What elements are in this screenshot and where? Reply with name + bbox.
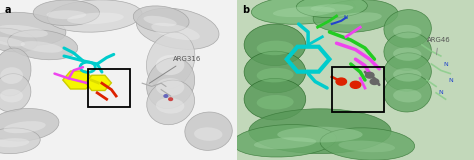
Ellipse shape — [249, 109, 391, 154]
Ellipse shape — [0, 108, 59, 141]
Ellipse shape — [0, 37, 25, 46]
Bar — [88, 69, 130, 107]
Ellipse shape — [244, 51, 306, 93]
Ellipse shape — [4, 121, 46, 133]
Ellipse shape — [194, 127, 222, 141]
Ellipse shape — [257, 95, 293, 110]
Ellipse shape — [133, 6, 189, 32]
Text: N: N — [344, 15, 348, 20]
Ellipse shape — [33, 0, 100, 26]
Ellipse shape — [0, 89, 23, 102]
Text: N: N — [438, 90, 443, 95]
Ellipse shape — [0, 138, 29, 147]
Ellipse shape — [0, 25, 48, 37]
Ellipse shape — [320, 128, 415, 160]
Ellipse shape — [244, 24, 306, 66]
Ellipse shape — [0, 128, 40, 154]
Ellipse shape — [310, 4, 353, 12]
Ellipse shape — [257, 41, 293, 55]
Ellipse shape — [384, 53, 431, 91]
Ellipse shape — [232, 125, 337, 157]
Ellipse shape — [338, 141, 395, 152]
Text: N: N — [443, 61, 448, 67]
Bar — [332, 67, 384, 112]
Ellipse shape — [244, 78, 306, 120]
Ellipse shape — [151, 23, 200, 40]
Ellipse shape — [156, 98, 184, 114]
Ellipse shape — [393, 89, 421, 102]
Ellipse shape — [137, 8, 219, 49]
Ellipse shape — [0, 74, 31, 112]
Ellipse shape — [147, 80, 194, 125]
Ellipse shape — [0, 67, 23, 84]
Ellipse shape — [393, 47, 421, 61]
Circle shape — [169, 98, 173, 100]
Circle shape — [350, 81, 361, 88]
Ellipse shape — [156, 78, 184, 96]
Ellipse shape — [67, 13, 124, 24]
Ellipse shape — [277, 127, 363, 142]
Ellipse shape — [47, 0, 142, 32]
Ellipse shape — [251, 0, 356, 24]
Ellipse shape — [8, 30, 78, 60]
Ellipse shape — [384, 10, 431, 48]
Circle shape — [370, 79, 379, 84]
Ellipse shape — [156, 55, 184, 75]
Ellipse shape — [296, 0, 367, 18]
Circle shape — [164, 95, 168, 97]
Circle shape — [365, 72, 374, 78]
Ellipse shape — [0, 28, 37, 52]
Ellipse shape — [331, 12, 382, 24]
Text: a: a — [5, 5, 11, 15]
Circle shape — [336, 78, 346, 85]
Ellipse shape — [384, 74, 431, 112]
Ellipse shape — [0, 48, 31, 96]
Ellipse shape — [393, 25, 421, 38]
Ellipse shape — [273, 6, 335, 17]
Ellipse shape — [313, 0, 398, 32]
Ellipse shape — [146, 58, 195, 109]
Ellipse shape — [384, 32, 431, 70]
Ellipse shape — [257, 68, 293, 82]
Text: ARG46: ARG46 — [427, 37, 450, 55]
Ellipse shape — [144, 16, 177, 26]
Ellipse shape — [185, 112, 232, 150]
Ellipse shape — [146, 32, 195, 89]
Text: b: b — [242, 5, 249, 15]
Ellipse shape — [0, 12, 66, 45]
Ellipse shape — [393, 68, 421, 82]
Text: N: N — [448, 77, 453, 83]
Text: ARG316: ARG316 — [149, 56, 201, 83]
Ellipse shape — [46, 10, 86, 19]
Ellipse shape — [254, 137, 316, 149]
Ellipse shape — [21, 41, 63, 53]
